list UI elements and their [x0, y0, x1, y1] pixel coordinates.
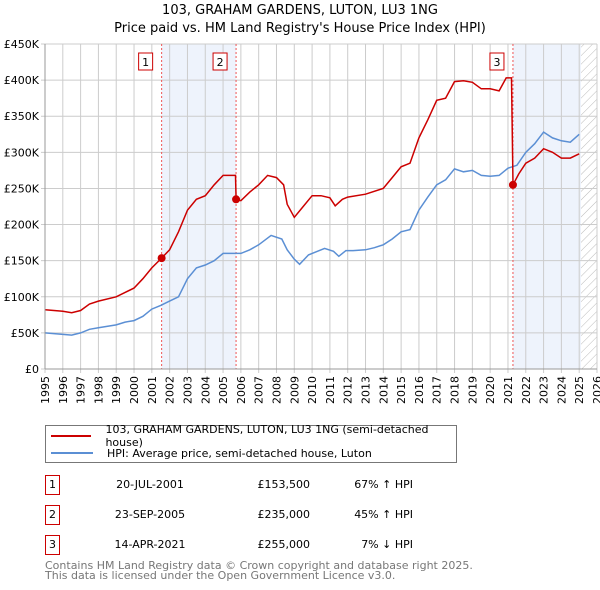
- x-tick-label: 1997: [75, 376, 88, 404]
- x-tick-label: 2009: [288, 376, 301, 404]
- legend: 103, GRAHAM GARDENS, LUTON, LU3 1NG (sem…: [45, 423, 457, 463]
- sale-label-box: [212, 52, 228, 71]
- x-tick-label: 2010: [306, 376, 319, 404]
- sale-point: [157, 254, 166, 263]
- y-tick-label: £450K: [4, 38, 40, 51]
- x-tick-label: 2020: [484, 376, 497, 404]
- x-tick-label: 1999: [110, 376, 123, 404]
- x-tick-label: 2005: [217, 376, 230, 404]
- y-tick-label: £300K: [4, 146, 40, 159]
- legend-item-property: 103, GRAHAM GARDENS, LUTON, LU3 1NG (sem…: [46, 423, 456, 449]
- y-tick-label: £250K: [4, 182, 40, 195]
- x-tick-label: 2023: [538, 376, 551, 404]
- y-tick-label: £400K: [4, 74, 40, 87]
- sale-label: 2: [217, 56, 224, 69]
- x-tick-label: 2011: [324, 376, 337, 404]
- sale-point: [508, 180, 517, 189]
- x-tick-label: 2004: [199, 376, 212, 404]
- transaction-date: 14-APR-2021: [114, 538, 186, 551]
- sale-label-box: [138, 52, 154, 71]
- transaction-marker: 3: [45, 535, 60, 555]
- x-tick-label: 2007: [253, 376, 266, 404]
- footer: Contains HM Land Registry data © Crown c…: [45, 559, 473, 582]
- x-tick-label: 2000: [128, 376, 141, 404]
- y-tick-label: £50K: [11, 327, 40, 340]
- x-tick-label: 2013: [360, 376, 373, 404]
- x-tick-label: 2021: [502, 376, 515, 404]
- transaction-row: 3 14-APR-2021 £255,000 7% ↓ HPI: [45, 535, 465, 555]
- transaction-price: £255,000: [257, 538, 311, 551]
- transaction-marker: 2: [45, 505, 60, 525]
- shaded-period: [161, 44, 237, 369]
- shaded-period: [512, 44, 581, 369]
- sale-point: [232, 195, 241, 204]
- x-tick-label: 2022: [520, 376, 533, 404]
- chart-subtitle: Price paid vs. HM Land Registry's House …: [114, 21, 486, 36]
- chart-title: 103, GRAHAM GARDENS, LUTON, LU3 1NG: [162, 3, 438, 18]
- copyright-text: Contains HM Land Registry data © Crown c…: [45, 559, 473, 572]
- legend-item-hpi: HPI: Average price, semi-detached house,…: [46, 445, 372, 461]
- transaction-hpi: 67% ↑ HPI: [354, 478, 413, 491]
- x-tick-label: 2012: [342, 376, 355, 404]
- legend-swatch-red: [51, 435, 92, 437]
- sale-label: 1: [142, 56, 149, 69]
- forecast-hatch: [580, 44, 597, 369]
- y-tick-label: £200K: [4, 219, 40, 232]
- transaction-hpi: 7% ↓ HPI: [361, 538, 413, 551]
- x-tick-label: 2006: [235, 376, 248, 404]
- transaction-marker: 1: [45, 475, 60, 495]
- legend-swatch-blue: [51, 452, 93, 454]
- y-tick-label: £0: [25, 363, 39, 376]
- y-tick-label: £150K: [4, 255, 40, 268]
- transaction-price: £153,500: [257, 478, 311, 491]
- x-tick-label: 2014: [377, 376, 390, 404]
- sale-label-box: [489, 52, 505, 71]
- transaction-date: 23-SEP-2005: [114, 508, 186, 521]
- x-tick-label: 2017: [431, 376, 444, 404]
- x-tick-label: 2019: [466, 376, 479, 404]
- x-tick-label: 2001: [146, 376, 159, 404]
- x-tick-label: 2008: [270, 376, 283, 404]
- x-tick-label: 2003: [181, 376, 194, 404]
- transaction-row: 2 23-SEP-2005 £235,000 45% ↑ HPI: [45, 505, 465, 525]
- x-tick-label: 1995: [39, 376, 52, 404]
- transaction-row: 1 20-JUL-2001 £153,500 67% ↑ HPI: [45, 475, 465, 495]
- y-tick-label: £350K: [4, 110, 40, 123]
- x-tick-label: 2025: [573, 376, 586, 404]
- sale-label: 3: [493, 56, 500, 69]
- x-tick-label: 2016: [413, 376, 426, 404]
- x-tick-label: 2026: [591, 376, 600, 404]
- x-tick-label: 2024: [555, 376, 568, 404]
- price-paid-line: [44, 77, 580, 314]
- legend-label: HPI: Average price, semi-detached house,…: [107, 446, 372, 460]
- transaction-price: £235,000: [257, 508, 311, 521]
- x-tick-label: 2002: [164, 376, 177, 404]
- y-tick-label: £100K: [4, 291, 40, 304]
- legend-label: 103, GRAHAM GARDENS, LUTON, LU3 1NG (sem…: [105, 423, 429, 449]
- x-tick-label: 1996: [57, 376, 70, 404]
- x-tick-label: 1998: [92, 376, 105, 404]
- transaction-hpi: 45% ↑ HPI: [354, 508, 413, 521]
- x-tick-label: 2018: [449, 376, 462, 404]
- hpi-line: [44, 131, 580, 336]
- licence-text: This data is licensed under the Open Gov…: [45, 569, 396, 582]
- transaction-date: 20-JUL-2001: [116, 478, 184, 491]
- x-tick-label: 2015: [395, 376, 408, 404]
- price-chart: 1995 1996 1997 1998 1999 2000 2001 2002 2003 2004…: [4, 38, 600, 404]
